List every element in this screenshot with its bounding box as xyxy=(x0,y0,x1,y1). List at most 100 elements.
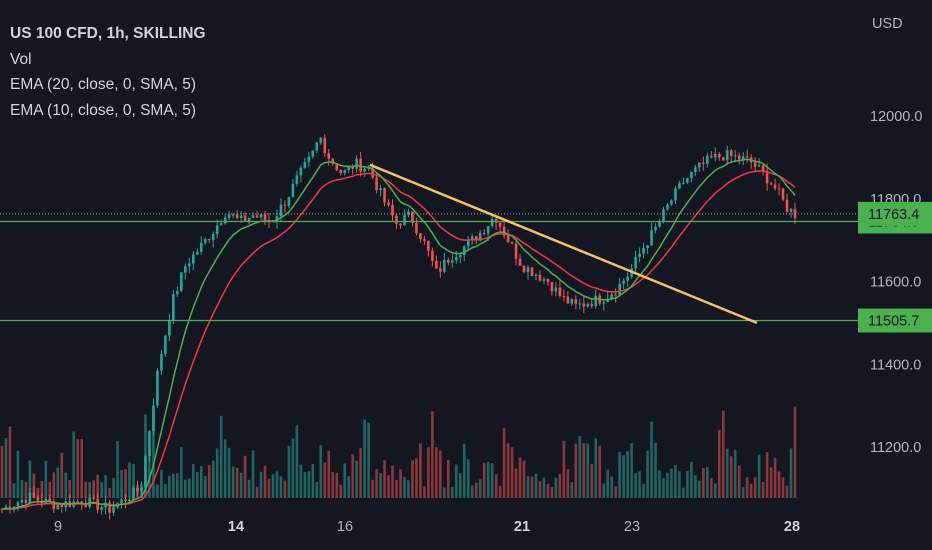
volume-bar xyxy=(486,461,490,498)
volume-bar xyxy=(710,478,713,498)
volume-bar xyxy=(478,479,482,498)
volume-bar xyxy=(443,487,446,498)
volume-bar xyxy=(435,447,438,498)
indicator-ema-10[interactable]: EMA (10, close, 0, SMA, 5) xyxy=(10,101,197,119)
candle-body xyxy=(690,172,693,179)
volume-bar xyxy=(343,463,347,498)
candle-body xyxy=(494,218,498,223)
candle-body xyxy=(355,158,358,169)
candle-body xyxy=(562,295,566,297)
candle-body xyxy=(450,260,454,263)
volume-bar xyxy=(48,482,52,498)
volume-bar xyxy=(327,450,331,498)
volume-bar xyxy=(546,483,550,498)
candle-body xyxy=(706,155,709,164)
volume-bar xyxy=(769,467,773,498)
volume-bar xyxy=(211,460,215,498)
volume-bar xyxy=(562,440,566,498)
volume-bar xyxy=(670,468,673,498)
symbol-title[interactable]: US 100 CFD, 1h, SKILLING xyxy=(10,25,206,42)
candle-body xyxy=(263,214,267,221)
volume-bar xyxy=(474,482,478,498)
candles xyxy=(0,133,797,520)
chart-legend: US 100 CFD, 1h, SKILLING Vol EMA (20, cl… xyxy=(10,21,206,123)
volume-bar xyxy=(20,480,24,498)
volume-bar xyxy=(658,470,661,498)
candle-body xyxy=(207,239,211,241)
candle-body xyxy=(399,223,402,226)
volume-bar xyxy=(466,459,470,498)
volume-bar xyxy=(462,443,466,498)
x-tick-label: 16 xyxy=(337,519,353,535)
volume-bar xyxy=(311,463,315,498)
volume-bar xyxy=(737,465,741,498)
candle-body xyxy=(351,166,354,169)
volume-bar xyxy=(8,426,12,498)
candle-body xyxy=(215,225,219,235)
volume-bar xyxy=(454,464,458,498)
volume-bar xyxy=(598,445,602,498)
candle-body xyxy=(654,226,657,231)
volume-bar xyxy=(502,428,506,498)
candle-body xyxy=(156,370,159,406)
volume-bar xyxy=(729,456,733,498)
volume-bar xyxy=(259,471,263,498)
volume-bar xyxy=(646,450,649,498)
candle-body xyxy=(702,162,705,164)
candle-body xyxy=(52,501,56,510)
candle-body xyxy=(538,274,542,281)
horizontal-levels[interactable] xyxy=(0,213,858,322)
volume-bar xyxy=(319,445,323,498)
volume-bar xyxy=(120,469,123,498)
candle-body xyxy=(203,239,207,243)
volume-bar xyxy=(203,475,207,498)
candle-body xyxy=(733,155,737,157)
candle-body xyxy=(375,177,378,191)
indicator-vol[interactable]: Vol xyxy=(10,50,32,68)
candle-body xyxy=(112,507,115,513)
candle-body xyxy=(311,150,315,157)
candle-body xyxy=(295,175,299,184)
candle-body xyxy=(618,283,621,296)
trendline[interactable] xyxy=(369,163,758,325)
volume-bar xyxy=(586,443,590,498)
volume-bar xyxy=(92,480,95,498)
candle-body xyxy=(172,294,175,321)
indicator-ema-20[interactable]: EMA (20, close, 0, SMA, 5) xyxy=(10,76,197,93)
candle-body xyxy=(160,354,163,371)
volume-bar xyxy=(223,439,227,498)
candle-body xyxy=(315,142,319,151)
volume-bar xyxy=(606,469,610,498)
volume-bar xyxy=(391,465,394,498)
candle-body xyxy=(60,504,64,508)
candle-body xyxy=(694,167,697,173)
candle-body xyxy=(646,245,649,248)
candle-body xyxy=(140,487,143,492)
volume-bar xyxy=(777,471,781,498)
volume-bar xyxy=(24,482,28,498)
volume-bar xyxy=(287,445,291,498)
volume-bar xyxy=(263,465,267,498)
volume-bar xyxy=(654,442,657,498)
volume-bar xyxy=(458,473,462,498)
candle-body xyxy=(578,303,582,305)
candle-body xyxy=(498,222,502,227)
candle-body xyxy=(574,299,578,304)
volume-bar xyxy=(482,462,486,498)
volume-bar xyxy=(506,443,510,498)
volume-bar xyxy=(395,479,398,498)
candle-body xyxy=(279,204,283,217)
volume-bar xyxy=(108,487,111,498)
candle-body xyxy=(16,502,20,507)
candle-body xyxy=(590,304,594,307)
volume-bar xyxy=(439,450,442,498)
volume-bar xyxy=(554,477,558,498)
volume-bar xyxy=(207,465,211,498)
volume-bar xyxy=(215,448,219,498)
volume-bar xyxy=(749,483,753,498)
volume-bar xyxy=(235,467,239,498)
volume-bar xyxy=(514,468,518,498)
volume-bar xyxy=(570,482,574,498)
